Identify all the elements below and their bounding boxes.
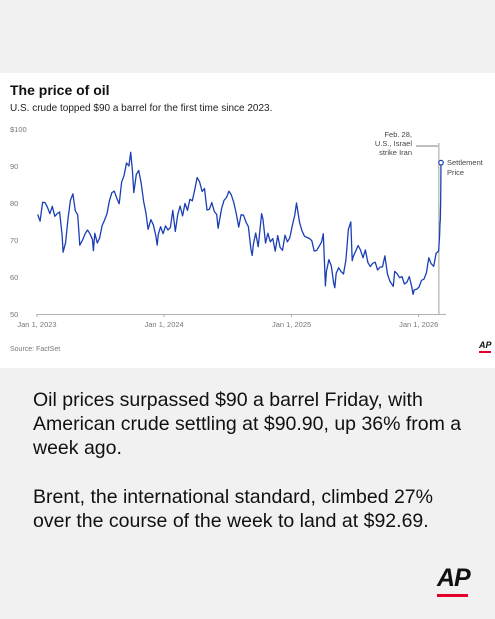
ap-logo-text: AP [437,564,471,592]
chart-title: The price of oil [10,82,110,98]
chart-subtitle: U.S. crude topped $90 a barrel for the f… [10,103,273,114]
article-text: Oil prices surpassed $90 a barrel Friday… [33,388,473,558]
chart-ap-logo-underline [479,351,491,353]
x-tick-label: Jan 1, 2026 [399,320,438,329]
chart-ap-logo: AP [479,341,493,353]
event-annotation-text: strike Iran [379,148,412,157]
ap-logo: AP [437,564,471,597]
y-tick-label: 90 [10,162,18,171]
settlement-price-label: Price [447,168,464,177]
settlement-price-label: Settlement [447,158,484,167]
article-paragraph-1: Oil prices surpassed $90 a barrel Friday… [33,389,462,459]
chart-card: The price of oil U.S. crude topped $90 a… [0,73,495,368]
chart-source: Source: FactSet [10,346,61,353]
event-annotation-text: U.S., Israel [375,139,412,148]
event-annotation-text: Feb. 28, [384,130,412,139]
ap-logo-underline [437,594,468,597]
article-paragraph-2: Brent, the international standard, climb… [33,486,433,532]
y-tick-label: $100 [10,125,27,134]
price-line [37,151,442,296]
settlement-point [438,159,444,166]
y-tick-label: 70 [10,236,18,245]
y-tick-label: 60 [10,273,18,282]
y-tick-label: 80 [10,199,18,208]
chart-ap-logo-text: AP [479,340,492,350]
x-tick-label: Jan 1, 2024 [145,320,184,329]
x-tick-label: Jan 1, 2023 [17,320,56,329]
y-tick-label: 50 [10,310,18,319]
x-tick-label: Jan 1, 2025 [272,320,311,329]
